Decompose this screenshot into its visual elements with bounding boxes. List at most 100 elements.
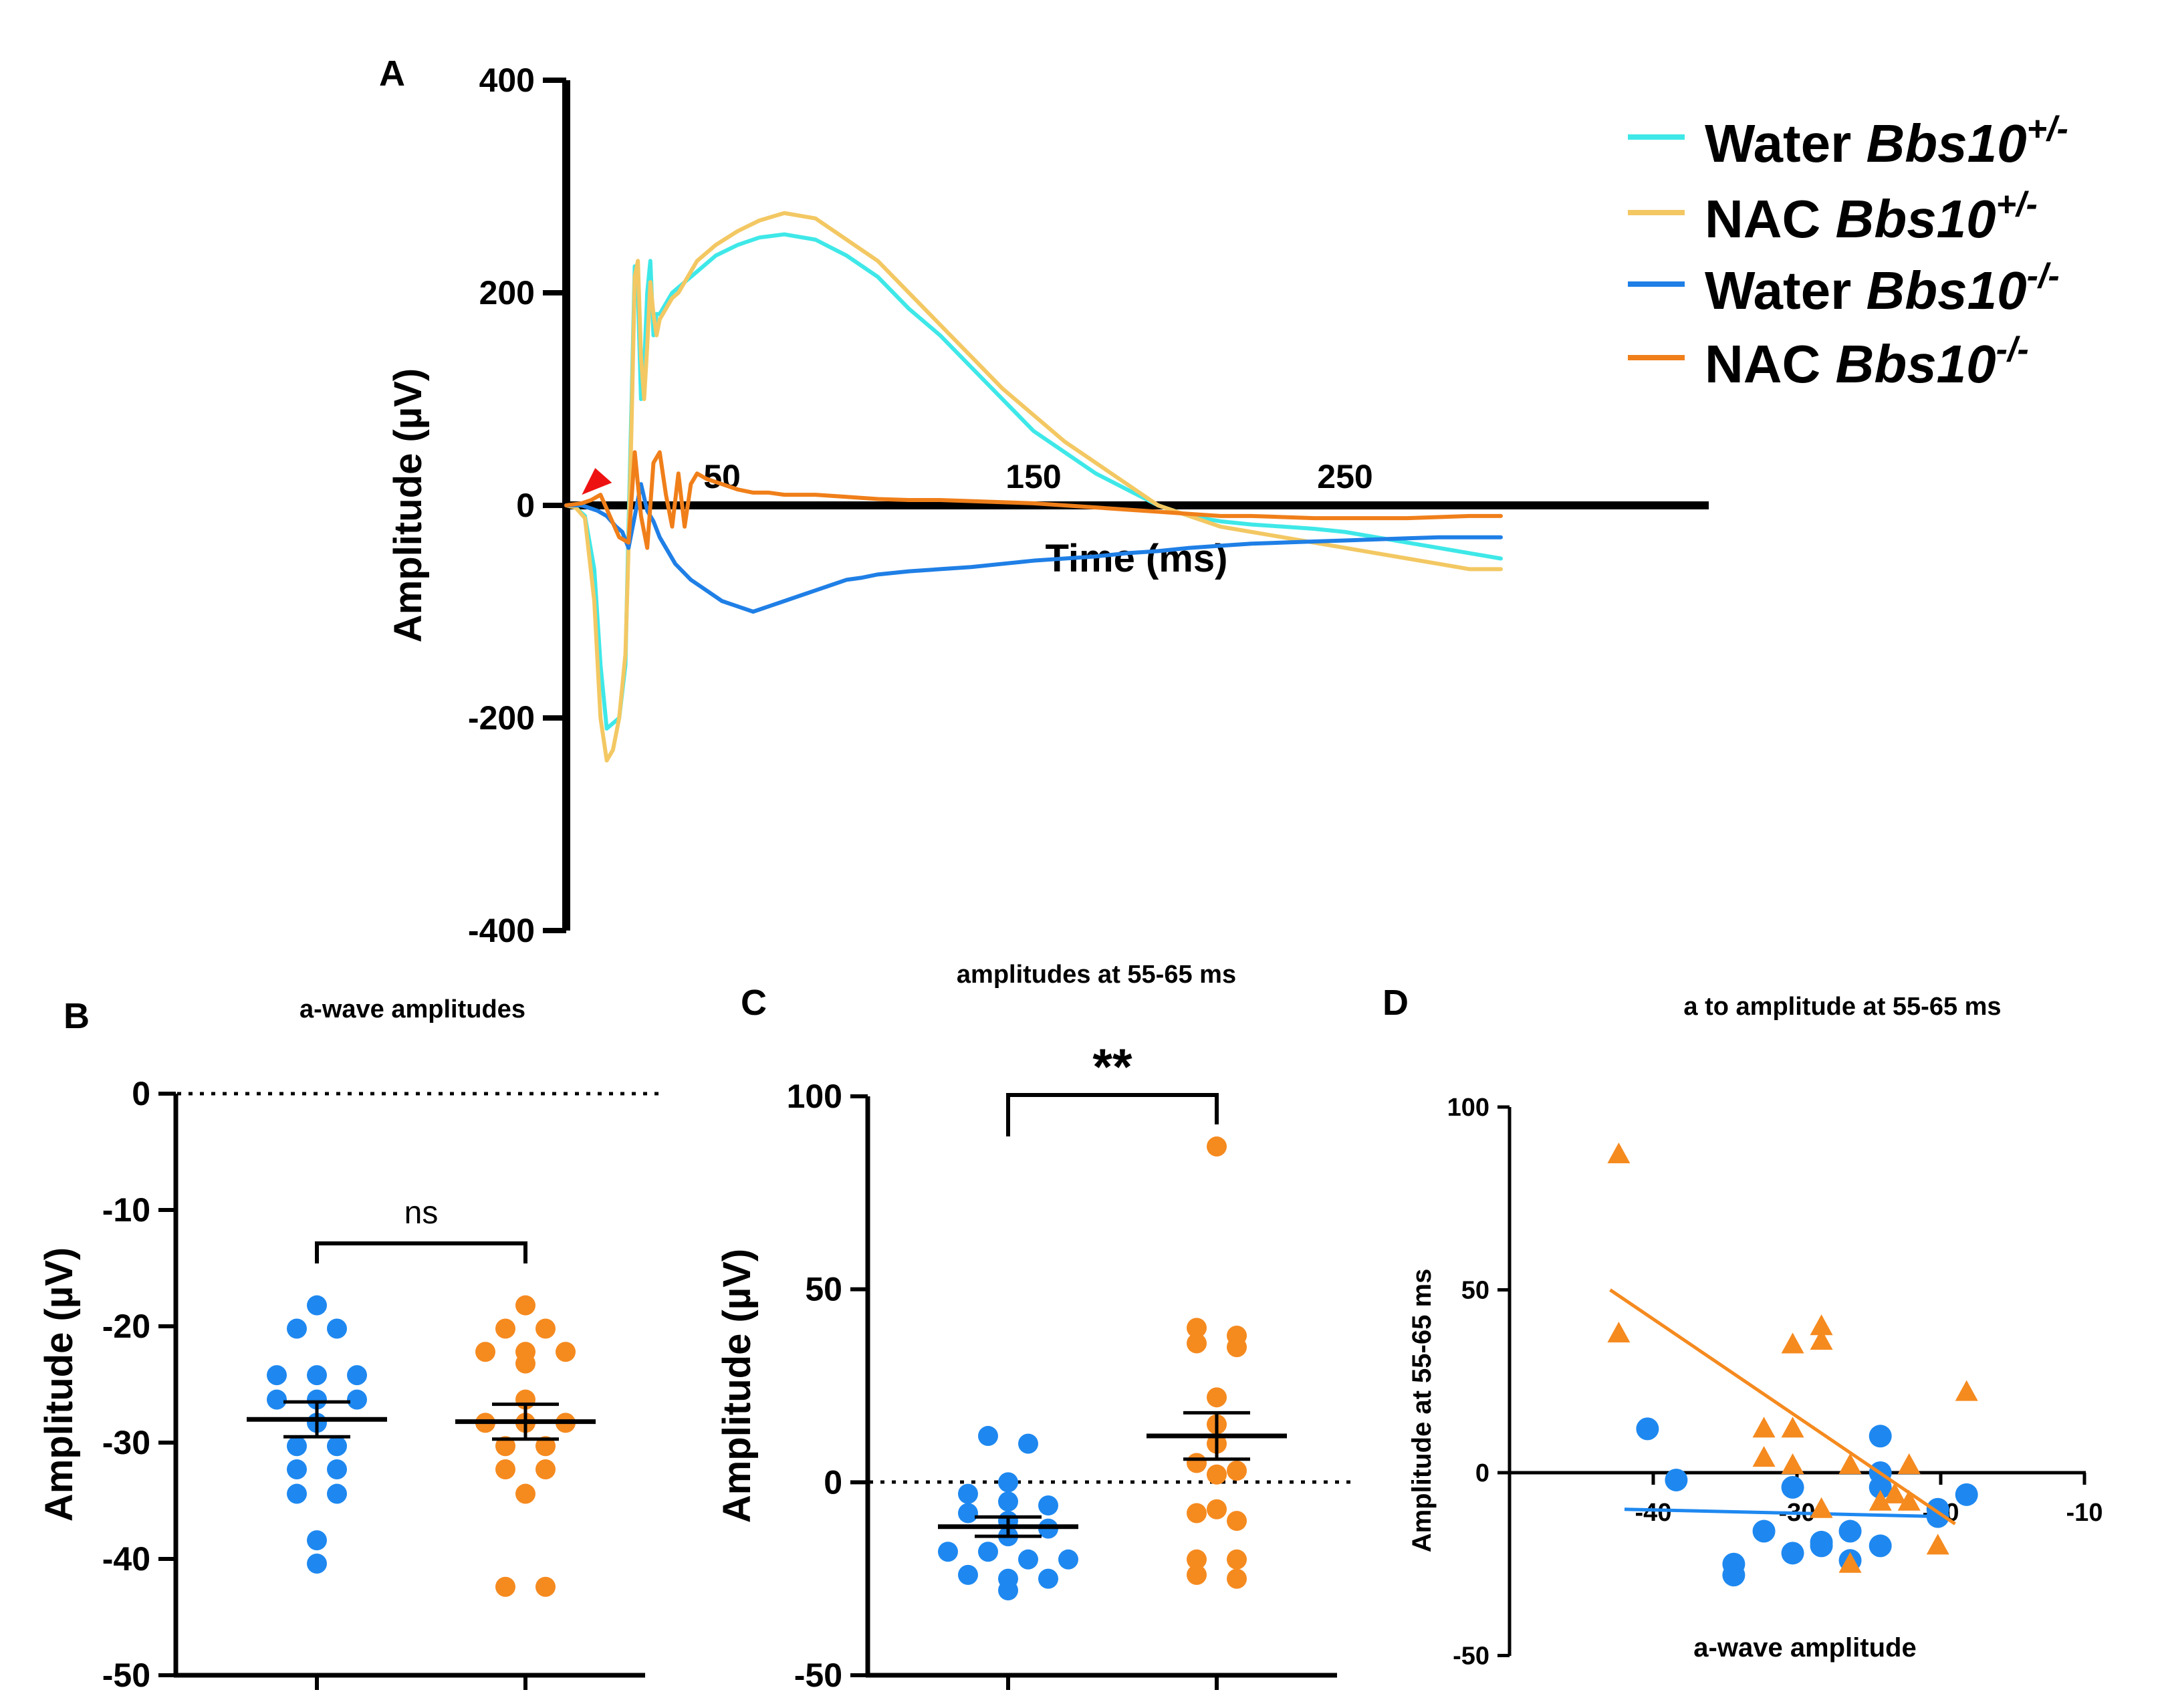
panel-d-letter: D [1383,983,1409,1023]
panel-b-point [475,1342,495,1362]
panel-d-y-label: Amplitude at 55-65 ms [1407,1269,1437,1553]
panel-a-y-tick-label: -400 [468,912,535,949]
panel-d-point-triangle [1838,1552,1862,1573]
panel-c-point [1227,1568,1247,1589]
panel-b-point [495,1459,515,1480]
panel-d-point-circle [1810,1530,1833,1554]
panel-b-point [535,1318,556,1339]
panel-c-point [1058,1549,1078,1570]
panel-c-point [1207,1464,1227,1485]
panel-d-point-triangle [1752,1446,1776,1467]
panel-c-point [998,1580,1018,1600]
panel-c-point [1207,1499,1227,1519]
panel-a-y-tick-label: 0 [516,487,535,524]
panel-d-point-circle [1752,1519,1776,1543]
panel-c-point [998,1472,1018,1493]
panel-b-point [495,1436,515,1457]
panel-b-points [247,1295,596,1597]
panel-b-point [515,1353,535,1374]
legend-label: NAC Bbs10+/- [1705,185,2038,249]
panel-a-y-tick-label: 200 [479,274,535,312]
panel-d-point-triangle [1955,1380,1978,1401]
panel-c-letter: C [741,983,767,1023]
panel-c-point [938,1542,958,1562]
panel-d-point-triangle [1781,1417,1804,1438]
panel-b-y-tick-label: 0 [132,1075,150,1112]
panel-c-significance-bracket [1006,1093,1219,1136]
panel-b-y-tick-label: -20 [102,1308,150,1345]
panel-b-point [307,1553,327,1574]
panel-b-point [327,1318,347,1339]
panel-b-point [267,1365,287,1386]
legend-item-nac-het: NAC Bbs10+/- [1628,185,2038,249]
panel-b-point [287,1436,307,1457]
legend-item-water-het: Water Bbs10+/- [1628,110,2068,173]
panel-b-point [287,1318,307,1339]
panel-a-series [564,211,1503,763]
panel-c-point [978,1426,998,1447]
panel-d: D a to amplitude at 55-65 ms 100 50 0 -50 -… [1383,983,2103,1671]
panel-d-y-ticks: 100 50 0 -50 [1447,1094,1510,1671]
panel-c-point [958,1483,978,1504]
panel-d-point-triangle [1897,1453,1921,1475]
panel-d-point-triangle [1838,1453,1862,1475]
panel-a-y-label: Amplitude (µV) [386,368,430,642]
panel-c-point [1187,1453,1207,1473]
panel-d-point-circle [1722,1564,1746,1587]
panel-d-x-tick-label: -10 [2066,1499,2103,1527]
panel-d-point-circle [1955,1483,1978,1506]
panel-b-point [307,1365,327,1386]
panel-d-point-triangle [1883,1482,1907,1503]
panel-d-points [1607,1142,1978,1587]
panel-d-y-tick-label: 50 [1461,1277,1489,1305]
panel-d-point-circle [1869,1425,1892,1448]
panel-b-point [495,1318,515,1339]
panel-a-series-line-3 [564,450,1503,550]
panel-d-point-circle [1636,1417,1659,1441]
panel-b: B a-wave amplitudes 0 -10 -20 -30 -40 -50 Amp… [37,995,658,1694]
panel-d-point-triangle [1897,1489,1921,1511]
panel-d-x-label: a-wave amplitude [1693,1633,1916,1663]
panel-c-point [1227,1325,1247,1346]
panel-b-point [347,1365,367,1386]
panel-b-point [556,1342,576,1362]
panel-d-point-triangle [1752,1417,1776,1438]
panel-c-point [998,1491,1018,1512]
panel-d-point-triangle [1607,1142,1631,1164]
panel-a-y-tick-label: -200 [468,699,535,737]
panel-b-point [307,1530,327,1551]
panel-d-x-ticks: -40-30-20-10 [1635,1473,2103,1527]
panel-b-y-tick-label: -10 [102,1191,150,1229]
panel-d-point-triangle [1810,1329,1833,1350]
panel-c-y-tick-label: 0 [824,1463,842,1501]
panel-d-point-circle [1869,1475,1892,1499]
panel-c-point [1187,1549,1207,1570]
legend-item-nac-ko: NAC Bbs10-/- [1628,330,2029,394]
panel-a-letter: A [379,53,405,94]
panel-b-y-ticks: 0 -10 -20 -30 -40 -50 [102,1075,176,1694]
panel-a-x-ticks: 50 150 250 [703,458,1373,495]
panel-c-point [1207,1136,1227,1157]
panel-c: C amplitudes at 55-65 ms 100 50 0 -50 Ampli… [715,961,1350,1694]
panel-d-point-triangle [1781,1332,1804,1354]
panel-d-point-triangle [1810,1497,1833,1518]
panel-b-point [327,1436,347,1457]
stimulus-arrow-icon [582,468,612,495]
panel-b-point [307,1295,327,1316]
panel-c-point [1207,1387,1227,1408]
panel-d-fit-line-1 [1609,1288,1956,1526]
legend-item-water-ko: Water Bbs10-/- [1628,257,2060,320]
panel-d-x-tick-label: -40 [1635,1499,1672,1527]
panel-b-point [535,1576,556,1597]
panel-d-point-triangle [1869,1489,1892,1511]
panel-c-y-tick-label: 50 [805,1271,842,1308]
panel-c-point [978,1542,998,1562]
panel-c-significance-label: ** [1092,1039,1132,1096]
panel-b-point [287,1459,307,1480]
panel-c-y-ticks: 100 50 0 -50 [787,1078,868,1694]
panel-c-point [1038,1495,1058,1515]
panel-c-point [958,1564,978,1585]
panel-d-point-circle [1665,1468,1688,1491]
panel-a-y-tick-label: 400 [479,62,535,99]
